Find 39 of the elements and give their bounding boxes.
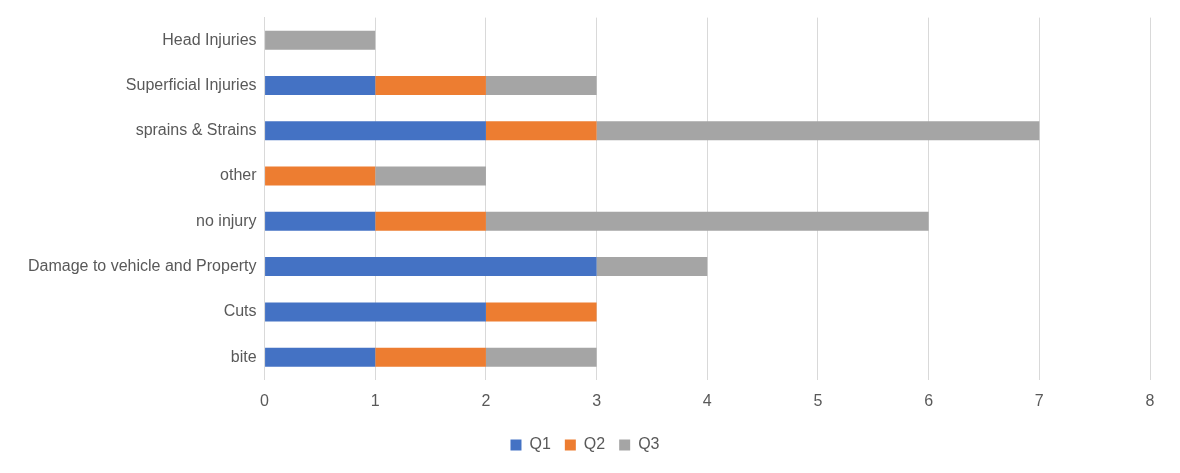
y-tick-label: no injury (196, 211, 257, 229)
y-tick-label: Damage to vehicle and Property (27, 257, 257, 275)
bar (485, 347, 597, 367)
bar (375, 76, 486, 96)
y-tick-label: sprains & Strains (135, 121, 257, 139)
x-tick-label: 8 (1145, 391, 1155, 409)
y-tick-label: Superficial Injuries (125, 75, 257, 93)
bar (485, 76, 597, 96)
bar (485, 211, 929, 231)
x-tick-label: 0 (260, 391, 270, 409)
bar (375, 347, 486, 367)
x-tick-label: 5 (813, 391, 823, 409)
x-tick-label: 7 (1034, 391, 1044, 409)
y-tick-label: Cuts (223, 302, 257, 320)
y-tick-label: other (220, 166, 258, 184)
bar (265, 347, 376, 367)
legend-label: Q3 (638, 435, 660, 453)
bar (596, 257, 708, 277)
legend-label: Q1 (529, 435, 551, 453)
bar (265, 121, 486, 141)
x-tick-label: 6 (924, 391, 934, 409)
bar (485, 302, 597, 322)
x-tick-label: 4 (702, 391, 712, 409)
y-tick-label: Head Injuries (162, 30, 257, 48)
bar (265, 30, 376, 50)
y-tick-label: bite (230, 347, 257, 365)
bar (265, 302, 486, 322)
legend-label: Q2 (583, 435, 606, 453)
bar (265, 76, 376, 96)
bar (265, 257, 597, 277)
bar (485, 121, 597, 141)
x-tick-label: 2 (481, 391, 491, 409)
bar (265, 166, 376, 186)
bar (265, 211, 376, 231)
x-tick-label: 3 (592, 391, 602, 409)
bar (375, 211, 486, 231)
bar (596, 121, 1040, 141)
x-tick-label: 1 (370, 391, 380, 409)
bar (375, 166, 486, 186)
